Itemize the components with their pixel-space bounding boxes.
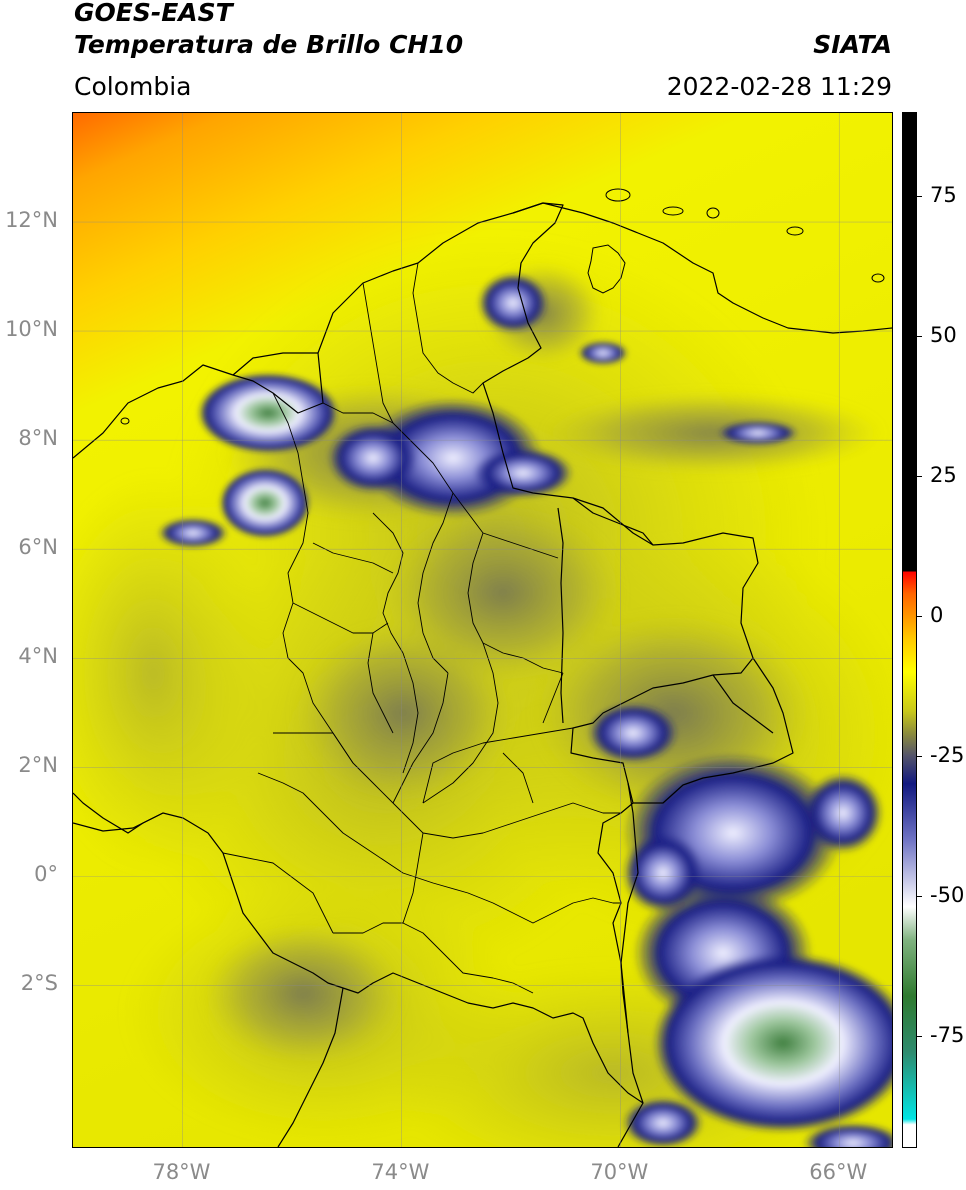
lat-label-2: 8°N <box>18 426 58 451</box>
department-borders <box>222 262 621 994</box>
lat-label-5: 2°N <box>18 753 58 778</box>
lat-label-7: 2°S <box>20 971 58 996</box>
datetime-label: 2022-02-28 11:29 <box>666 72 892 101</box>
colorbar-tick-3 <box>917 616 922 617</box>
lat-label-1: 10°N <box>5 317 58 342</box>
colorbar-label-3: 0 <box>930 603 944 627</box>
colorbar-label-2: 25 <box>930 463 957 487</box>
country-borders <box>73 202 892 1147</box>
colorbar-label-1: 50 <box>930 323 957 347</box>
lon-label-3: 66°W <box>809 1160 868 1184</box>
coastline-islands <box>120 188 885 425</box>
colorbar <box>902 112 917 1148</box>
region-label: Colombia <box>74 72 192 101</box>
lon-label-0: 78°W <box>152 1160 211 1184</box>
colorbar-label-0: 75 <box>930 183 957 207</box>
agency-label: SIATA <box>813 30 892 59</box>
colorbar-tick-5 <box>917 896 922 897</box>
lat-label-4: 4°N <box>18 644 58 669</box>
map-canvas <box>73 113 892 1147</box>
satellite-map <box>72 112 893 1148</box>
title-product: Temperatura de Brillo CH10 <box>74 30 464 59</box>
convective-cloud-clusters <box>158 273 892 1147</box>
colorbar-label-4: -25 <box>930 743 965 767</box>
colorbar-label-6: -75 <box>930 1023 965 1047</box>
colorbar-tick-0 <box>917 196 922 197</box>
colorbar-tick-1 <box>917 336 922 337</box>
colorbar-label-5: -50 <box>930 883 965 907</box>
colorbar-tick-2 <box>917 476 922 477</box>
lat-label-0: 12°N <box>5 208 58 233</box>
lon-label-1: 74°W <box>371 1160 430 1184</box>
lat-label-6: 0° <box>34 862 58 887</box>
lat-label-3: 6°N <box>18 535 58 560</box>
gridlines <box>73 113 892 1147</box>
lon-label-2: 70°W <box>590 1160 649 1184</box>
title-satellite: GOES-EAST <box>74 0 233 27</box>
colorbar-tick-6 <box>917 1036 922 1037</box>
colorbar-tick-4 <box>917 756 922 757</box>
